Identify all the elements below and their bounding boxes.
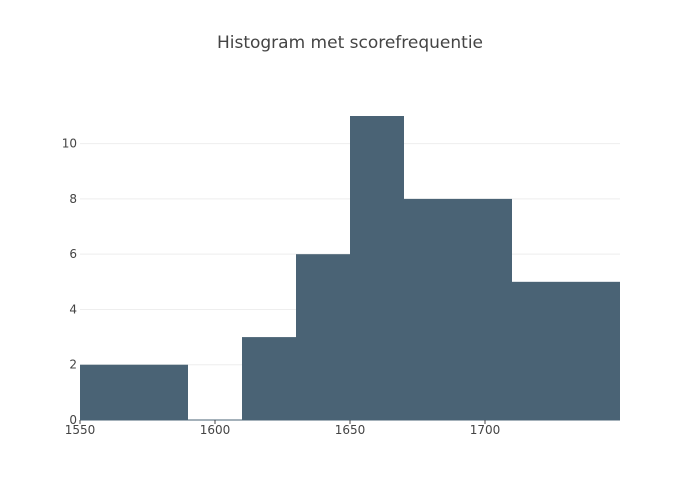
- x-tick-label: 1700: [470, 423, 501, 437]
- histogram-bar[interactable]: [350, 116, 404, 420]
- histogram-bars: [80, 116, 620, 420]
- histogram-bar[interactable]: [296, 254, 350, 420]
- x-tick-label: 1550: [65, 423, 96, 437]
- chart-title: Histogram met scorefrequentie: [216, 33, 484, 53]
- x-tick-label: 1650: [335, 423, 366, 437]
- histogram-bar[interactable]: [404, 198, 458, 420]
- y-tick-label: 6: [69, 247, 77, 261]
- histogram-bar[interactable]: [566, 281, 620, 420]
- histogram-bar[interactable]: [134, 364, 188, 420]
- y-tick-label: 2: [69, 358, 77, 372]
- histogram-bar[interactable]: [512, 281, 566, 420]
- axes: 0 2 4 6 8 10 1550 1600 1650 1700: [62, 137, 620, 437]
- histogram-bar[interactable]: [458, 198, 512, 420]
- y-tick-label: 0: [69, 413, 77, 427]
- y-tick-label: 10: [62, 137, 77, 151]
- histogram-bar[interactable]: [242, 337, 296, 420]
- x-tick-label: 1600: [200, 423, 231, 437]
- y-tick-label: 4: [69, 302, 77, 316]
- y-tick-label: 8: [69, 192, 77, 206]
- histogram-bar[interactable]: [80, 364, 134, 420]
